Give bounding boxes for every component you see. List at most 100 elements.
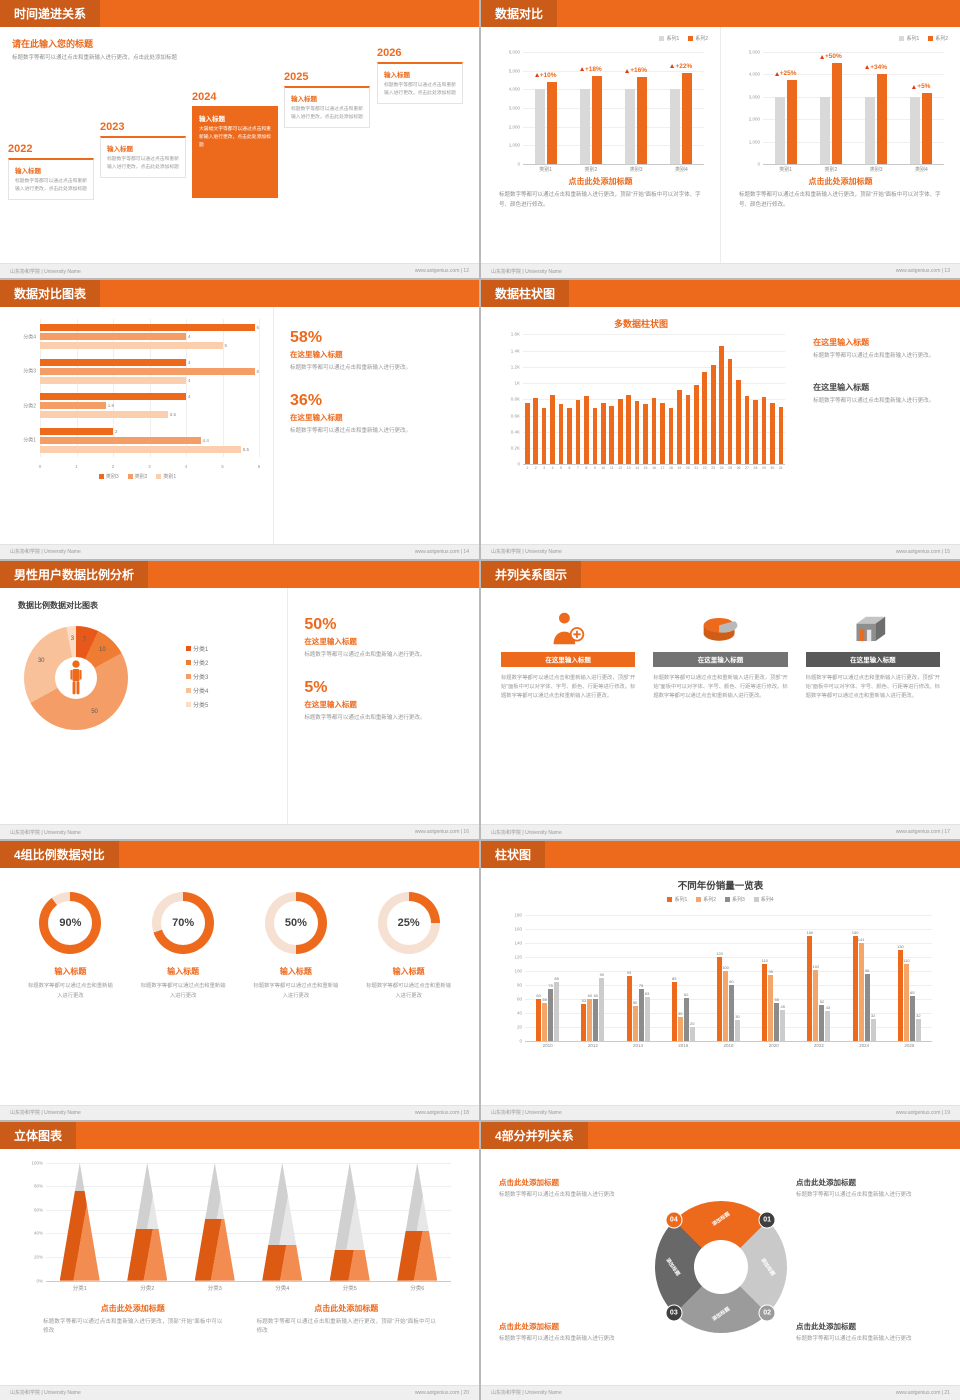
- grouped-bar-chart: 6,000 5,000 4,000 3,000 2,000 1,000 0 +10% 类别1 +1…: [509, 50, 704, 173]
- stat-block: 50% 在这里输入标题 标题数字等都可以通过点击和重新输入进行更改。: [304, 616, 463, 661]
- x-tick-label: 29: [761, 466, 766, 471]
- legend-label: 系列1: [906, 36, 920, 42]
- stat-value: 5%: [304, 678, 328, 696]
- bar: [910, 96, 921, 164]
- bar: 150: [852, 930, 858, 1042]
- y-tick-label: 180: [514, 912, 522, 918]
- bar: 20: [689, 1021, 695, 1042]
- growth-value: +18%: [584, 65, 602, 73]
- bar-group: 22: [701, 334, 709, 470]
- slide-title: 数据对比: [481, 0, 558, 27]
- bar: [877, 73, 888, 164]
- slide-13[interactable]: 数据对比 系列1 系列2 6,000 5,000 4,000 3,000 2,000 1,…: [481, 0, 960, 279]
- x-tick-label: 类别3: [629, 167, 643, 173]
- slide-12[interactable]: 时间递进关系 请在此输入您的标题 标题数字等都可以通过点击和重新输入进行更改，点…: [0, 0, 479, 279]
- bar-value-label: 93: [626, 970, 632, 976]
- caption-title: 点击此处添加标题: [314, 1303, 379, 1313]
- bars: [608, 334, 616, 465]
- plot-area: 分类1 分类2 分类3 分类4 分类5 分类6: [46, 1162, 451, 1292]
- cone: 分类2: [114, 1162, 182, 1292]
- bar-group: 15: [641, 334, 649, 470]
- bar-group: +10% 类别1: [523, 52, 568, 173]
- x-tick-label: 17: [660, 466, 665, 471]
- bar: [541, 407, 547, 465]
- caption-body: 标题数字等都可以通过点击和重新输入进行更改，顶部“开始”面板中可以对字体、字号、…: [499, 192, 701, 208]
- bars: 130 110 65 32: [897, 915, 921, 1042]
- y-tick-label: 0%: [36, 1278, 43, 1284]
- cone-fill: [59, 1190, 100, 1281]
- slide-15[interactable]: 数据柱状图 多数据柱状图 1.6K 1.4K 1.2K 1K 0.8K 0.6K 0.4K 0…: [481, 280, 960, 559]
- slide-title: 柱状图: [481, 841, 546, 869]
- y-tick-label: 6,000: [508, 49, 520, 55]
- legend-swatch: [186, 645, 191, 651]
- y-tick-label: 0.2K: [510, 445, 520, 451]
- slide-16[interactable]: 男性用户数据比例分析 数据比例数据对比图表: [0, 560, 479, 840]
- bar: 85: [671, 976, 677, 1042]
- bars: [633, 334, 641, 465]
- y-tick-label: 1K: [514, 380, 520, 386]
- chart-legend: 系列1 系列2: [493, 35, 708, 42]
- slide-title: 4部分并列关系: [481, 1121, 588, 1149]
- slide-20[interactable]: 立体图表 100% 80% 60% 40% 20% 0% 分类1 分类2 分类3 分类4 分类5 分类…: [0, 1121, 479, 1400]
- bar: [617, 399, 623, 465]
- timeline-step-2022: 2022 输入标题 标题数字等都可以通过点击和重新输入进行更改，点击此处添加标题: [8, 143, 94, 201]
- step-body: 标题数字等都可以通过点击和重新输入进行更改，点击此处添加标题: [107, 157, 179, 171]
- x-tick-label: 分类5: [342, 1285, 357, 1292]
- y-tick-label: 5,000: [508, 68, 520, 74]
- slide-19[interactable]: 柱状图 不同年份销量一览表 系列1 系列2 系列3 系列4 180 160 140 1…: [481, 841, 960, 1120]
- wheel-center: [693, 1239, 748, 1294]
- bar-value-label: 6: [256, 325, 260, 331]
- bar: [579, 89, 590, 164]
- y-tick-label: 3,000: [748, 94, 760, 100]
- bars: [625, 52, 648, 164]
- bar-value-label: 4: [188, 334, 191, 340]
- bar: [736, 379, 741, 465]
- caption-body: 标题数字等都可以通过点击和重新输入进行更改，顶部“开始”面板中可以对字体、字号、…: [739, 192, 941, 208]
- step-title: 输入标题: [15, 168, 41, 175]
- x-tick-label: 类别2: [824, 167, 838, 173]
- bars: [726, 334, 734, 465]
- slide-header: 柱状图: [481, 841, 960, 869]
- bar: 100: [722, 965, 729, 1042]
- grid-line: [46, 1209, 451, 1211]
- ring-column-3: 50% 输入标题 标题数字等都可以通过点击和重新输入进行更改: [246, 892, 347, 1104]
- stat-value: 36%: [290, 392, 323, 410]
- x-tick-label: 分类1: [72, 1285, 87, 1292]
- grid-line: [525, 1013, 932, 1015]
- cone: 分类5: [316, 1162, 384, 1292]
- slide-18[interactable]: 4组比例数据对比 90% 输入标题 标题数字等都可以通过点击和重新输入进行更改 …: [0, 841, 479, 1120]
- bar-chart-area: 多数据柱状图 1.6K 1.4K 1.2K 1K 0.8K 0.6K 0.4K 0.2K 0 1 2…: [481, 307, 797, 543]
- y-tick-label: 40: [516, 1010, 522, 1016]
- legend-label: 系列2: [703, 897, 716, 904]
- x-tick-label: 2: [111, 464, 115, 470]
- bar: 55: [774, 997, 780, 1042]
- bar: [584, 396, 589, 465]
- bars: [670, 52, 693, 164]
- bar-group: +18% 类别2: [568, 52, 613, 173]
- bar: 52: [819, 999, 825, 1042]
- x-tick-label: 类别3: [869, 167, 883, 173]
- slide-14[interactable]: 数据对比图表 0 1 2 3 4 5 6 分类4 6 4 5 分类3 4 6 4 分类2 4 1.8 3.5 分类1 2…: [0, 280, 479, 559]
- block-title: 点击此处添加标题: [796, 1177, 856, 1187]
- chart-title: 多数据柱状图: [614, 319, 669, 330]
- bar: 60: [587, 993, 593, 1042]
- grid-line: [149, 319, 151, 458]
- number-badge: 01: [758, 1211, 776, 1229]
- bar-value-label: 32: [916, 1012, 921, 1018]
- y-tick-label: 0.6K: [510, 413, 520, 419]
- x-tick-label: 11: [609, 466, 614, 471]
- bars: [910, 52, 933, 164]
- block-title: 在这里输入标题: [813, 383, 870, 393]
- bar-group: 2: [531, 334, 539, 470]
- slide-21[interactable]: 4部分并列关系 添加标题 01 添加标题 02 添加标题 03 添加标题 04 点击此处添加标…: [481, 1121, 960, 1400]
- bars: [768, 334, 776, 465]
- timeline-step-2025: 2025 输入标题 标题数字等都可以通过点击和重新输入进行更改，点击此处添加标题: [284, 71, 370, 129]
- x-tick-label: 2014: [633, 1043, 644, 1049]
- bar: [600, 402, 606, 465]
- bar-value-label: 75: [548, 982, 553, 988]
- x-tick-label: 6: [257, 464, 261, 470]
- grid-line: [525, 985, 932, 987]
- slide-17[interactable]: 并列关系图示 在这里输入标题 标题数字等都可: [481, 560, 960, 840]
- block-body: 标题数字等都可以通过点击和重新输入进行更改。: [813, 353, 935, 360]
- grid-line: [523, 108, 704, 109]
